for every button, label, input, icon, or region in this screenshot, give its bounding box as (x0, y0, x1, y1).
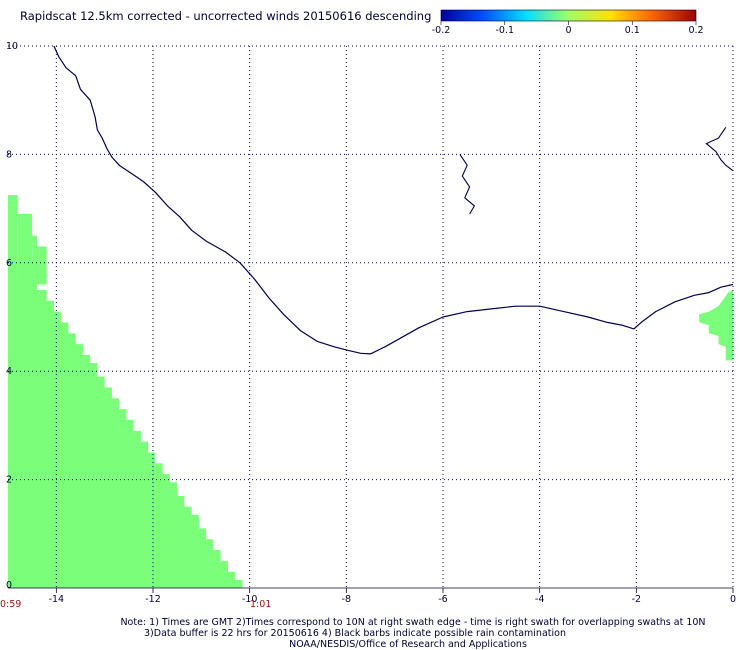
swath-cell (8, 528, 207, 540)
swath-cell (8, 560, 228, 573)
colorbar-tick-label: 0 (565, 25, 571, 36)
swath-cell (8, 495, 185, 508)
y-tick-label: 6 (6, 258, 12, 269)
swath-cell (8, 514, 199, 529)
footnote-line-3: NOAA/NESDIS/Office of Research and Appli… (289, 639, 527, 650)
gridlines (8, 45, 734, 588)
footnote-line-1: Note: 1) Times are GMT 2)Times correspon… (120, 617, 705, 628)
x-tick-label: -8 (342, 594, 351, 605)
kossou-lake-shore (459, 154, 476, 215)
y-tick-label: 8 (6, 149, 12, 160)
y-tick-label: 10 (6, 41, 18, 52)
swath-cell (8, 387, 112, 399)
colorbar-tick-label: -0.2 (432, 25, 451, 36)
swath-cell (8, 452, 156, 464)
swath-cell (8, 579, 243, 588)
swath-cell (8, 398, 120, 410)
swath-cell (8, 482, 178, 497)
colorbar-tick-label: -0.1 (495, 25, 514, 36)
colorbar-tick-label: 0.1 (625, 25, 640, 36)
x-tick-label: -10 (242, 594, 258, 605)
swath-cell (8, 409, 127, 421)
x-tick-label: -2 (632, 594, 641, 605)
x-tick-label: -4 (535, 594, 544, 605)
swath-cell (37, 246, 47, 285)
chart-title: Rapidscat 12.5km corrected - uncorrected… (20, 9, 431, 23)
footnote-line-2: 3)Data buffer is 22 hrs for 20150616 4) … (144, 628, 566, 639)
colorbar-ticks: -0.2 -0.1 0 0.1 0.2 (432, 21, 704, 36)
time-label-left: 0:59 (0, 599, 21, 610)
swath-cell (8, 354, 91, 364)
y-axis-ticks: 0 2 4 6 8 10 (6, 41, 18, 591)
coastline (53, 46, 733, 355)
swath-cell-east (699, 289, 733, 361)
y-tick-label: 0 (6, 580, 12, 591)
colorbar-tick-label: 0.2 (688, 25, 703, 36)
swath-cell (8, 571, 236, 581)
swath-cell (8, 311, 62, 323)
swath-layer (8, 195, 733, 588)
x-tick-label: 0 (730, 594, 736, 605)
swath-cell (8, 333, 76, 345)
swath-cell (8, 419, 134, 432)
swath-cell (8, 281, 37, 291)
x-tick-label: -6 (438, 594, 447, 605)
x-tick-label: -12 (145, 594, 161, 605)
swath-cell (32, 235, 37, 285)
y-tick-label: 2 (6, 475, 12, 486)
swath-cell (8, 195, 18, 285)
swath-cell (8, 506, 192, 516)
lake-volta-shore (705, 126, 733, 172)
x-tick-label: -14 (49, 594, 65, 605)
swath-cell (8, 322, 69, 334)
swath-cell (8, 441, 149, 453)
swath-cell (8, 539, 214, 551)
swath-cell (8, 344, 83, 356)
y-tick-label: 4 (6, 366, 12, 377)
coastline-layer (53, 46, 733, 355)
colorbar (440, 9, 697, 22)
swath-cell (8, 474, 170, 483)
swath-cell (17, 214, 33, 285)
swath-cell (8, 289, 47, 302)
swath-cell (8, 463, 163, 475)
swath-cell (8, 550, 221, 562)
x-axis-ticks: -14 -12 -10 -8 -6 -4 -2 0 (49, 588, 736, 605)
swath-cell (8, 300, 54, 313)
swath-cell (8, 363, 98, 378)
swath-cell (8, 430, 141, 443)
time-label-right: 1:01 (250, 599, 271, 610)
